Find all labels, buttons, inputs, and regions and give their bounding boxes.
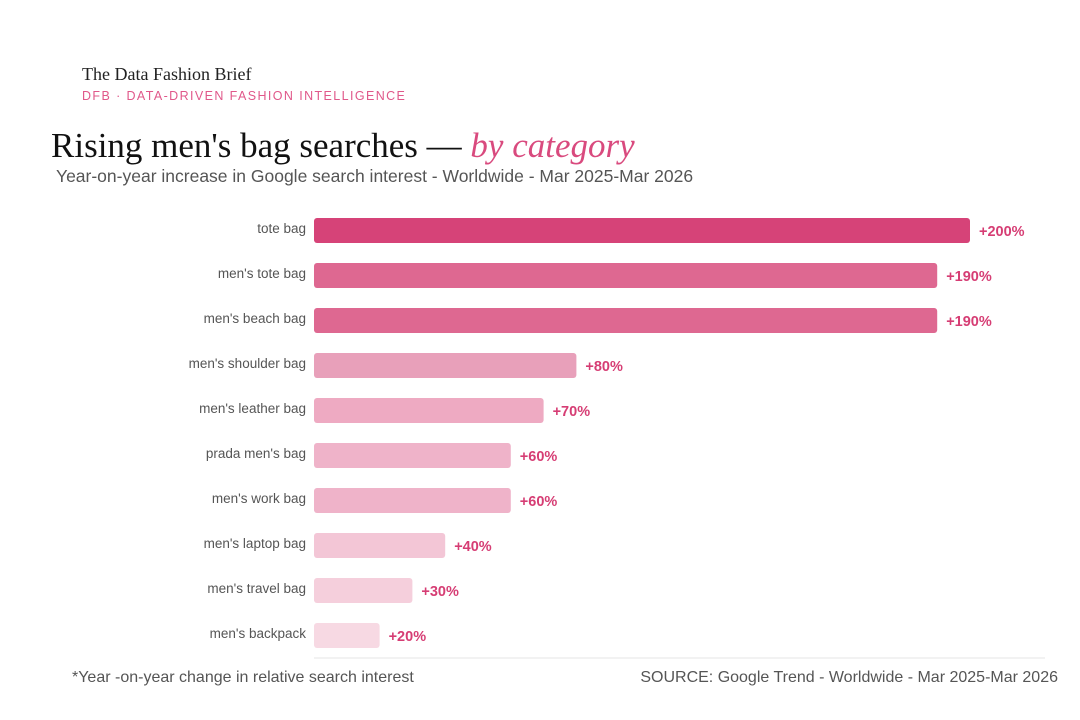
bar: [314, 263, 938, 288]
category-label: tote bag: [257, 221, 306, 236]
value-label: +200%: [979, 224, 1025, 240]
chart-title: Rising men's bag searches — by category: [51, 126, 635, 166]
value-label: +30%: [421, 584, 459, 600]
category-label: prada men's bag: [206, 446, 306, 461]
category-label: men's shoulder bag: [189, 356, 306, 371]
category-label: men's work bag: [212, 491, 306, 506]
category-label: men's tote bag: [218, 266, 306, 281]
value-label: +80%: [585, 359, 623, 375]
bar: [314, 533, 446, 558]
bar: [314, 308, 938, 333]
value-label: +60%: [520, 449, 558, 465]
value-label: +70%: [553, 404, 591, 420]
source-note: SOURCE: Google Trend - Worldwide - Mar 2…: [640, 669, 1058, 686]
category-label: men's backpack: [210, 626, 307, 641]
bar: [314, 578, 413, 603]
bar: [314, 398, 544, 423]
value-label: +40%: [454, 539, 492, 555]
value-label: +60%: [520, 494, 558, 510]
bar: [314, 218, 970, 243]
footnote: *Year -on-year change in relative search…: [72, 669, 414, 686]
category-label: men's leather bag: [199, 401, 306, 416]
brand-tagline: DFB · DATA-DRIVEN FASHION INTELLIGENCE: [82, 89, 407, 103]
category-label: men's travel bag: [207, 581, 306, 596]
bar: [314, 623, 380, 648]
value-label: +190%: [946, 314, 992, 330]
value-label: +190%: [946, 269, 992, 285]
value-label: +20%: [389, 629, 427, 645]
bar: [314, 443, 511, 468]
category-label: men's laptop bag: [204, 536, 306, 551]
title-main: Rising men's bag searches —: [51, 126, 471, 165]
bar: [314, 353, 577, 378]
bar: [314, 488, 511, 513]
title-emphasis: by category: [470, 126, 635, 165]
chart-subtitle: Year-on-year increase in Google search i…: [56, 166, 694, 186]
category-label: men's beach bag: [204, 311, 306, 326]
brand-name: The Data Fashion Brief: [82, 64, 252, 84]
